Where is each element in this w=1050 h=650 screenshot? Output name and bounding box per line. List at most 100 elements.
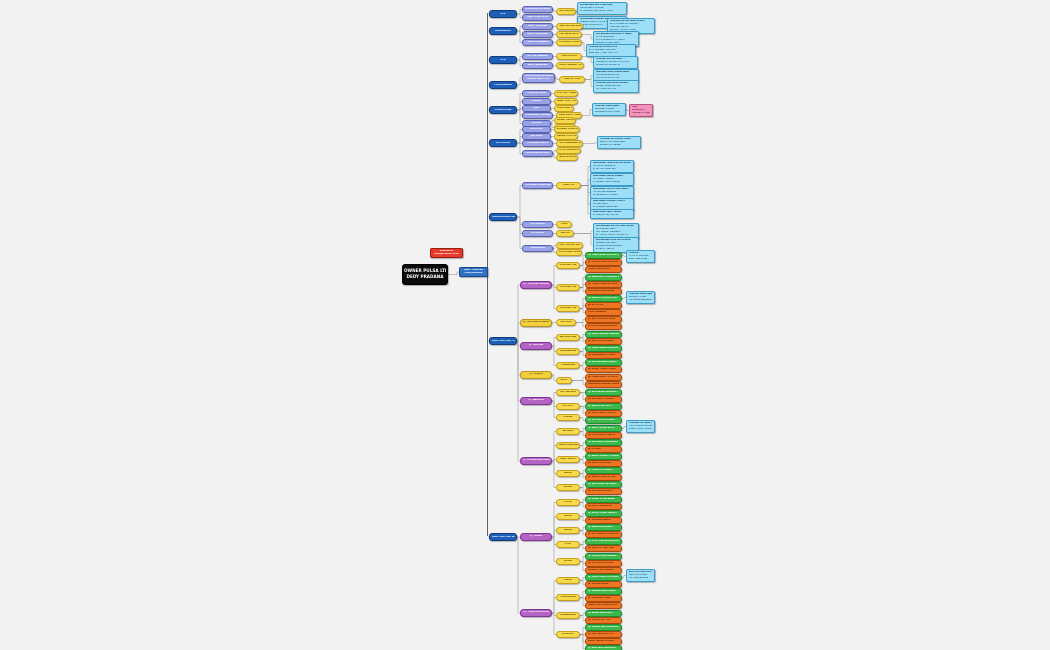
subtopic-node[interactable]: IPHONE <box>556 414 580 422</box>
note-callout[interactable]: BEDA VOUCHER FISIK DAN KODE DIGITAL: CEK C… <box>626 569 655 582</box>
subtopic-node[interactable]: VOUCHER 5GB <box>556 305 580 313</box>
answer-leaf[interactable]: JB: MAKSIMAL 1 JAM <box>585 595 622 603</box>
subtopic-node[interactable]: BCA / BRI / MANDIRI <box>554 90 578 98</box>
subtopic-node[interactable]: *808# <box>556 221 572 229</box>
detail-note[interactable]: CATATAN: APN INTERNET, USERNAME & PASSWOR… <box>593 56 638 69</box>
question-group[interactable]: PJ - UMUM <box>520 533 552 541</box>
topic-node[interactable]: PAKET MINGGUAN <box>522 31 553 39</box>
answer-leaf[interactable]: LUAR KOTA VIA EKSPEDISI <box>585 602 622 610</box>
answer-leaf[interactable]: JB: MIN ORDER 50 PCS <box>585 631 622 639</box>
question-leaf[interactable]: PJ: BERAPA LAMA KIRIM? <box>585 588 622 596</box>
branch-header[interactable]: APK <box>489 10 517 19</box>
subtopic-node[interactable]: VOUCHER 2GB <box>556 284 580 292</box>
answer-leaf[interactable]: PASSWORD KEMBALI DEFAULT <box>585 381 622 389</box>
question-leaf[interactable]: PJ: CARA PASANG ANTENA? <box>585 345 622 353</box>
answer-leaf[interactable]: JB: INTERNET / DEFAULT <box>585 396 622 404</box>
topic-node[interactable]: CARA LOGIN AKUN <box>522 14 553 22</box>
detail-note[interactable]: GANGGUAN: KUOTA CEPAT HABIS. CEK: APLIKAS… <box>590 186 634 199</box>
subtopic-node[interactable]: CEK MASA AKTIF <box>556 31 582 39</box>
topic-node[interactable]: CARA PERPANJANG <box>522 39 553 47</box>
question-leaf[interactable]: PJ: SYARAT JADI RESELLER? <box>585 624 622 632</box>
question-leaf[interactable]: PJ: BAYAR PAKAI APA? <box>585 610 622 618</box>
subtopic-node[interactable]: CALL CENTER 188 <box>556 242 583 250</box>
subtopic-node[interactable]: CEK VERSI APK <box>556 8 576 16</box>
detail-note[interactable]: PERTANYAAN: APK TIDAK BISA DIBUKA, APA SO… <box>577 2 627 15</box>
subtopic-node[interactable]: UNREG <box>556 470 580 478</box>
subtopic-node[interactable]: DM SOSMED RESMI <box>556 249 582 257</box>
question-leaf[interactable]: PJ: PERLU ANTENA TAMBAHAN? <box>585 331 622 339</box>
subtopic-node[interactable]: VOUCHER 1GB <box>556 262 580 270</box>
answer-leaf[interactable]: DAPAT HARGA KHUSUS <box>585 638 622 646</box>
answer-leaf[interactable]: JB: URUS DI GRAPARI <box>585 460 622 468</box>
subtopic-node[interactable]: CARA ISI APN <box>556 53 582 61</box>
answer-leaf[interactable]: JB: JIKA SINYAL LEMAH <box>585 338 622 346</box>
question-group[interactable]: PJ - CARA PEMBELIAN <box>520 609 552 617</box>
branch-header[interactable]: BROADBAND <box>489 27 517 36</box>
branch-header[interactable]: TROUBLESHOOTING PAKET <box>489 213 517 222</box>
answer-leaf[interactable]: JB: 10% PER VOUCHER <box>585 560 622 568</box>
detail-note[interactable]: CATATAN: AKTIFKAN FITUR AUTO RENEWAL DI A… <box>586 44 636 57</box>
topic-node[interactable]: DOWNLOAD APLIKASI <box>522 6 553 14</box>
area-node[interactable]: AREA / CAKUPAN ZONA JARINGAN <box>459 267 488 278</box>
detail-note[interactable]: GANGGUAN: SINYAL HILANG. CEK: AREA COVERA… <box>590 173 634 186</box>
answer-leaf[interactable]: DIBAYAR TIAP MINGGU <box>585 567 622 575</box>
question-leaf[interactable]: PJ: KOMISI AGEN BERAPA? <box>585 553 622 561</box>
question-leaf[interactable]: PJ: PAKET GAGAL AKTIF? <box>585 425 622 433</box>
callout-title[interactable]: KURIKULUM BELAJAR AGEN PULSA <box>430 248 463 259</box>
subtopic-node[interactable]: HARGA <box>556 527 580 535</box>
subtopic-node[interactable]: TUTUP APLIKASI LAIN <box>556 147 581 155</box>
topic-node[interactable]: RESET JARINGAN <box>522 62 553 70</box>
topic-node[interactable]: PAKET BULANAN <box>522 23 553 31</box>
answer-leaf[interactable]: JB: BISA, MAKS 8 DEVICE <box>585 410 622 418</box>
subtopic-node[interactable]: PENGIRIMAN <box>556 594 580 602</box>
subtopic-node[interactable]: PERAWATAN <box>556 362 580 370</box>
question-leaf[interactable]: PJ: SETTING DI IPHONE? <box>585 417 622 425</box>
detail-note[interactable]: CATATAN: JIKA SINYAL HILANG, RESTART PERA… <box>593 80 639 93</box>
answer-leaf[interactable]: JB: RESTOCK TIAP PAGI <box>585 545 622 553</box>
answer-leaf[interactable]: JB: GOSOK KODE VOUCHER <box>585 259 622 267</box>
subtopic-node[interactable]: CARA SETTING <box>559 76 585 84</box>
subtopic-node[interactable]: RESELLER <box>556 631 580 639</box>
subtopic-node[interactable]: CARA DAFTAR AKUN <box>556 23 583 31</box>
question-group[interactable]: PJ - ANTENA <box>520 342 552 350</box>
branch-header[interactable]: KODE VOUCHER - PAKET <box>489 337 517 346</box>
answer-leaf[interactable]: JB: CEK PULSA & SINYAL <box>585 432 622 440</box>
subtopic-node[interactable]: *888*4# <box>556 230 574 238</box>
answer-leaf[interactable]: TEKAN *808*KODE# <box>585 266 622 274</box>
subtopic-node[interactable]: CARA CEK <box>556 182 581 190</box>
subtopic-node[interactable]: ANTENA LUAR <box>556 334 580 342</box>
topic-node[interactable]: E-WALLET <box>522 98 551 106</box>
detail-note[interactable]: PERTANYAAN: MASA AKTIF HABIS, KUOTA MASIH… <box>593 31 639 47</box>
subtopic-node[interactable]: DANA / OVO / GOPAY <box>554 98 578 106</box>
question-group[interactable]: PJ - VOUCHER HARIAN <box>520 281 552 289</box>
topic-node[interactable]: PENGATURAN JARINGAN PINDAH KARTU SIM <box>522 73 555 84</box>
topic-node[interactable]: CEK KUOTA <box>522 230 553 238</box>
answer-leaf[interactable]: BERLAKU SEMUA ZONA <box>585 288 622 296</box>
subtopic-node[interactable]: MALAM 19.00-23.00 <box>554 133 578 141</box>
subtopic-node[interactable]: RESET <box>556 377 572 385</box>
question-leaf[interactable]: PJ: BISA DI-HOTSPOT? <box>585 403 622 411</box>
subtopic-node[interactable]: HOTSPOT <box>556 403 580 411</box>
subtopic-node[interactable]: SYARAT REFUND <box>554 117 576 125</box>
detail-note[interactable]: PERTANYAAN: SISA KUOTA BEDA DENGAN DI APL… <box>593 237 639 253</box>
answer-leaf[interactable]: JB: ARAHKAN KE TOWER <box>585 352 622 360</box>
topic-node[interactable]: PENGADUAN <box>522 245 553 253</box>
subtopic-node[interactable]: BONUS <box>556 484 580 492</box>
question-leaf[interactable]: PJ: ADA GRUP RESELLER? <box>585 645 622 650</box>
answer-leaf[interactable]: JB: 30 HARI <box>585 446 622 454</box>
answer-leaf[interactable]: JB: UNREG KIRIM KE 808 <box>585 474 622 482</box>
answer-leaf[interactable]: KUOTA TIDAK AKUMULASI <box>585 323 622 331</box>
topic-node[interactable]: TRANSFER BANK <box>522 90 551 98</box>
topic-node[interactable]: PENYEBAB LEMOT <box>522 140 553 148</box>
subtopic-node[interactable]: MASA TENGGANG <box>556 442 580 450</box>
question-group[interactable]: PJ - JIKA KUOTA HABIS <box>520 319 552 327</box>
question-group[interactable]: PJ - MODEM <box>520 371 552 379</box>
detail-note[interactable]: CATATAN: KONFIRMASI MAKSIMAL 1x24 JAM, SER… <box>592 103 626 116</box>
subtopic-node[interactable]: CEK PEMAKAIAN WAJAR <box>556 140 583 148</box>
question-group[interactable]: PJ - PERTANYAAN UMUM <box>520 457 552 465</box>
subtopic-node[interactable]: AKTIVASI <box>556 428 580 436</box>
topic-node[interactable]: SPEEDTEST <box>522 126 551 134</box>
question-leaf[interactable]: PJ: HARGA BISA NAIK? <box>585 524 622 532</box>
answer-leaf[interactable]: JB: IKUT HARGA OPERATOR <box>585 531 622 539</box>
subtopic-node[interactable]: PEMASANGAN <box>556 348 580 356</box>
